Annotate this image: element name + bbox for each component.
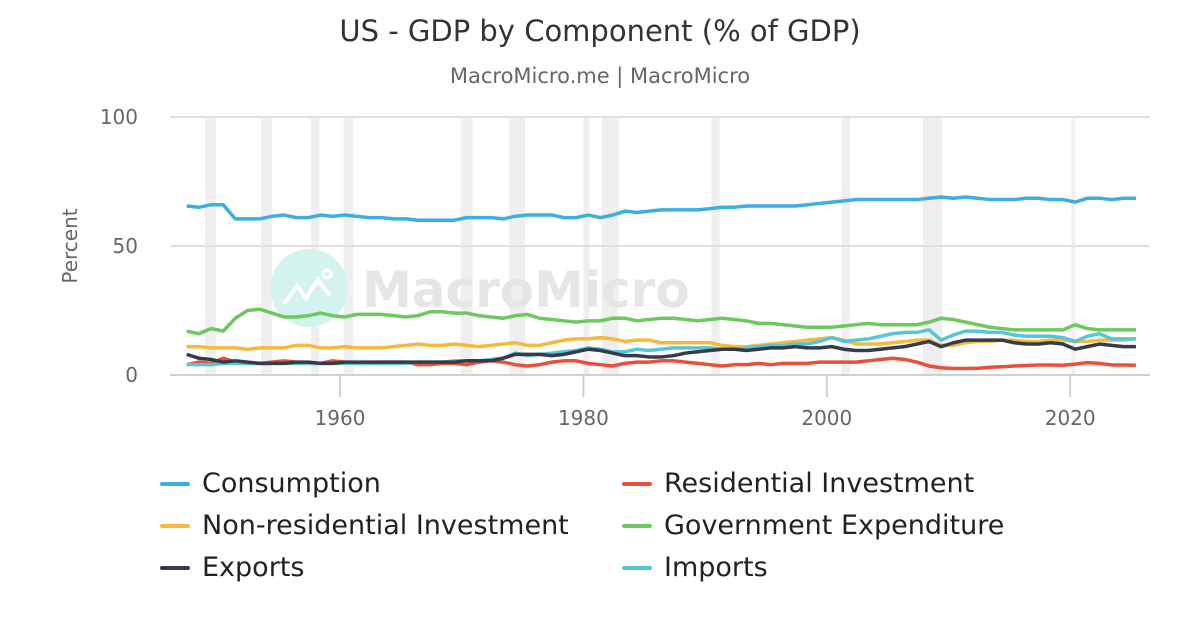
legend-swatch [160,481,190,486]
x-tick-label: 1960 [315,406,366,430]
y-axis-label: Percent [58,208,82,283]
series-line-consumption [186,195,1136,222]
legend-swatch [622,523,652,528]
chart-subtitle: MacroMicro.me | MacroMicro [449,64,751,88]
legend-item[interactable]: Exports [160,552,304,583]
legend-label: Exports [202,552,305,583]
legend-item[interactable]: Government Expenditure [622,510,1004,541]
legend-swatch [622,565,652,570]
legend-item[interactable]: Consumption [160,468,381,499]
y-tick-label: 0 [125,363,138,387]
legend-swatch [160,565,190,570]
series-line-government-expenditure [186,307,1136,336]
y-tick-label: 50 [113,234,138,258]
chart-title: US - GDP by Component (% of GDP) [339,14,861,48]
legend-swatch [622,481,652,486]
watermark-logo: MacroMicro [270,249,690,327]
legend-item[interactable]: Imports [622,552,768,583]
legend-label: Government Expenditure [664,510,1005,541]
watermark-text: MacroMicro [362,261,690,319]
legend-label: Consumption [202,468,381,499]
legend-swatch [160,523,190,528]
x-tick-label: 2020 [1045,406,1096,430]
y-tick-label: 100 [100,105,138,129]
legend-item[interactable]: Residential Investment [622,468,974,499]
x-tick-label: 2000 [801,406,852,430]
legend-label: Non-residential Investment [202,510,569,541]
x-tick-label: 1980 [558,406,609,430]
series-line-exports [186,338,1136,366]
legend-item[interactable]: Non-residential Investment [160,510,569,541]
legend-label: Imports [664,552,768,583]
legend-label: Residential Investment [664,468,975,499]
